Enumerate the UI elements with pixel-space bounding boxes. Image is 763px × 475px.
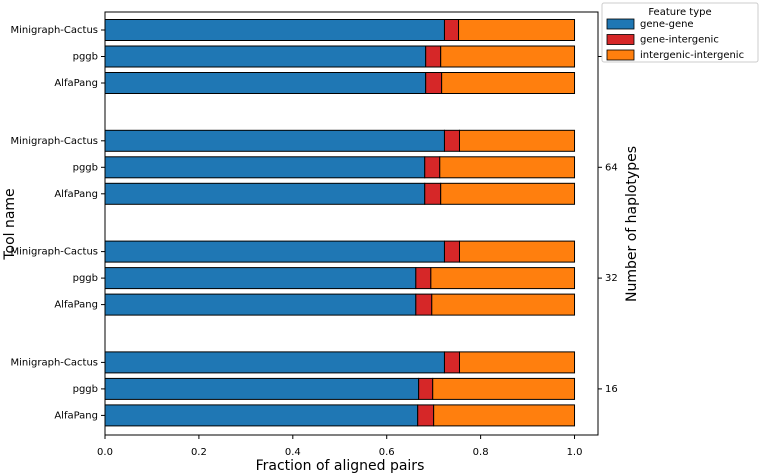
legend-label: gene-intergenic: [640, 35, 719, 46]
bar-segment: [432, 377, 576, 400]
bar-segment: [458, 19, 576, 41]
bar-segment: [441, 72, 576, 94]
bar-segment: [104, 45, 427, 68]
x-tick-label: 0.6: [379, 447, 395, 458]
bar-segment: [425, 45, 442, 68]
bar-segment: [431, 293, 576, 316]
y-tick-label: AlfaPang: [54, 410, 98, 421]
x-tick-label: 1.0: [567, 447, 583, 458]
bar-segment: [443, 129, 460, 152]
bar-segment: [104, 156, 426, 179]
bar-segment: [415, 267, 432, 290]
bar-segment: [433, 404, 576, 427]
y-tick-label: Minigraph-Cactus: [11, 357, 98, 368]
bar-segment: [418, 377, 434, 400]
bar-segment: [424, 156, 441, 179]
bar-segment: [104, 351, 445, 374]
legend-swatch: [606, 34, 635, 45]
legend-label: gene-gene: [640, 19, 694, 30]
legend-box: [601, 2, 759, 63]
y-tick-label: AlfaPang: [54, 300, 98, 311]
bar-segment: [104, 377, 420, 400]
y-tick-label: pggb: [73, 384, 98, 395]
bar-segment: [104, 240, 445, 263]
bar-segment: [104, 182, 426, 205]
y-tick-label: AlfaPang: [54, 189, 98, 200]
legend-label: intergenic-intergenic: [640, 50, 744, 61]
bar-segment: [458, 240, 576, 263]
plot-frame: [104, 11, 599, 436]
x-tick-label: 0.0: [97, 447, 113, 458]
y-tick-label: AlfaPang: [54, 78, 98, 89]
bar-segment: [440, 182, 576, 205]
bar-segment: [104, 404, 419, 427]
y2-tick-label: 16: [605, 384, 618, 395]
x-tick-label: 0.4: [285, 447, 301, 458]
bar-segment: [430, 267, 576, 290]
legend-swatch: [606, 18, 635, 30]
legend-swatch: [606, 49, 635, 61]
y2-axis-title: Number of haplotypes: [624, 146, 640, 302]
bar-segment: [415, 293, 433, 316]
bar-segment: [440, 45, 576, 68]
bar-segment: [443, 19, 460, 41]
bar-segment: [443, 351, 460, 374]
y-tick-label: Minigraph-Cactus: [11, 25, 98, 36]
bar-segment: [104, 267, 417, 290]
y-tick-label: pggb: [73, 162, 98, 173]
y2-tick-label: 32: [605, 273, 618, 284]
y-tick-label: Minigraph-Cactus: [11, 247, 98, 258]
bar-segment: [439, 156, 576, 179]
bar-segment: [104, 72, 427, 94]
bar-segment: [417, 404, 435, 427]
y2-tick-label: 64: [605, 162, 618, 173]
x-tick-label: 0.8: [473, 447, 489, 458]
x-tick-label: 0.2: [191, 447, 207, 458]
x-axis-title: Fraction of aligned pairs: [256, 458, 425, 474]
bar-segment: [425, 72, 443, 94]
y-tick-label: pggb: [73, 273, 98, 284]
bar-segment: [458, 351, 576, 374]
legend-title: Feature type: [648, 7, 711, 18]
y-axis-title: Tool name: [2, 188, 18, 260]
y-tick-label: pggb: [73, 52, 98, 63]
bar-segment: [443, 240, 460, 263]
y-tick-label: Minigraph-Cactus: [11, 136, 98, 147]
bar-segment: [458, 129, 576, 152]
bar-segment: [424, 182, 442, 205]
bar-segment: [104, 293, 417, 316]
bar-segment: [104, 129, 445, 152]
bar-segment: [104, 19, 445, 41]
